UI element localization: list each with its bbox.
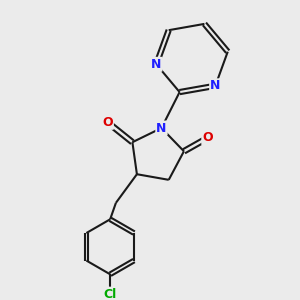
Text: N: N	[151, 58, 161, 71]
Text: O: O	[102, 116, 113, 129]
Text: N: N	[156, 122, 167, 134]
Text: N: N	[210, 79, 220, 92]
Text: Cl: Cl	[103, 288, 117, 300]
Text: O: O	[202, 131, 213, 144]
